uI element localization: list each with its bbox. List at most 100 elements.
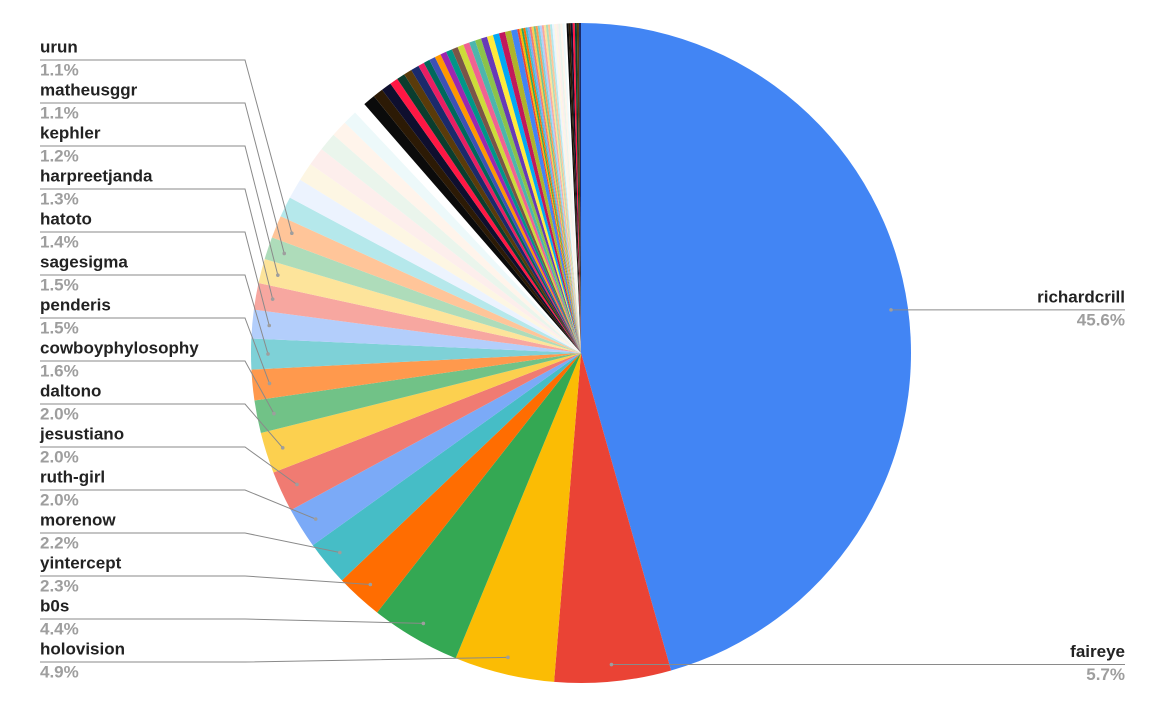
pie-slice — [504, 30, 581, 353]
pie-slice — [556, 23, 581, 353]
slice-percent: 1.5% — [40, 275, 79, 294]
pie-slice — [344, 112, 581, 353]
slice-name: ruth-girl — [40, 467, 105, 486]
pie-slice — [576, 23, 581, 354]
pie-slice — [492, 33, 581, 354]
leader-line — [40, 656, 508, 663]
pie-slice — [570, 23, 581, 353]
leader-dot — [280, 446, 285, 450]
leader-dot — [267, 381, 272, 386]
leader-line — [40, 231, 270, 326]
pie-slice — [377, 353, 581, 659]
slice-name: yintercept — [40, 553, 122, 572]
leader-dot — [368, 582, 373, 587]
leader-line — [40, 145, 279, 276]
pie-slice — [273, 353, 581, 511]
leader-line — [40, 188, 274, 300]
slice-name: richardcrill — [1037, 287, 1125, 306]
slice-percent: 1.4% — [40, 232, 79, 251]
pie-slice — [355, 104, 581, 353]
slice-percent: 1.6% — [40, 361, 79, 380]
slice-name: sagesigma — [40, 252, 128, 271]
leader-dot — [267, 323, 272, 328]
pie-slice — [251, 309, 581, 353]
pie-slice — [529, 26, 581, 353]
pie-slice — [511, 29, 581, 353]
slice-name: urun — [40, 37, 78, 56]
leader-dot — [270, 297, 275, 301]
pie-slice — [554, 23, 581, 354]
pie-slice — [523, 27, 581, 354]
pie-slice — [382, 83, 581, 354]
leader-line — [40, 59, 293, 234]
pie-slice — [549, 24, 581, 353]
slice-percent: 2.2% — [40, 533, 79, 552]
pie-slice — [280, 197, 581, 353]
leader-dot — [506, 655, 510, 660]
pie-slice — [434, 54, 581, 353]
pie-slice — [457, 44, 581, 353]
leader-dot — [421, 621, 426, 626]
pie-slice — [254, 353, 581, 434]
leader-dot — [295, 482, 299, 487]
pie-slice — [390, 78, 581, 353]
pie-slice — [411, 65, 581, 354]
leader-line — [40, 274, 269, 355]
pie-slice — [341, 353, 581, 613]
pie-slice — [260, 353, 581, 473]
pie-slice — [258, 258, 581, 353]
leader-dot — [313, 517, 318, 521]
leader-line — [40, 489, 316, 520]
slice-name: cowboyphylosophy — [40, 338, 199, 357]
pie-slice — [289, 179, 581, 353]
pie-slice — [264, 237, 581, 353]
slice-name: hatoto — [40, 209, 92, 228]
slice-name: jesustiano — [39, 424, 124, 443]
pie-slice — [566, 23, 581, 354]
pie-slice — [423, 59, 581, 353]
pie-slice — [574, 23, 581, 353]
leader-line — [40, 575, 371, 586]
leader-line — [40, 317, 270, 384]
slice-percent: 1.1% — [40, 60, 79, 79]
pie-slice — [397, 74, 581, 353]
slice-percent: 4.9% — [40, 662, 79, 681]
pie-slice — [552, 24, 581, 353]
leader-line — [40, 618, 424, 624]
pie-slice — [480, 36, 581, 354]
pie-slice — [446, 49, 581, 354]
pie-slice — [547, 24, 581, 354]
pie-slice — [562, 23, 581, 353]
pie-slice — [486, 34, 581, 353]
pie-slice — [581, 23, 911, 671]
slice-percent: 2.0% — [40, 404, 79, 423]
pie-slice — [537, 25, 581, 354]
pie-slice — [527, 27, 581, 354]
pie-slice — [469, 40, 581, 354]
pie-slice — [517, 28, 581, 353]
pie-slice — [373, 89, 581, 353]
pie-slice — [578, 23, 581, 353]
pie-slice — [463, 42, 581, 354]
pie-slice — [558, 23, 581, 353]
leader-line — [40, 446, 298, 485]
slice-name: harpreetjanda — [40, 166, 153, 185]
pie-slice — [418, 62, 581, 353]
leader-dot — [276, 273, 280, 277]
pie-slice — [543, 24, 581, 354]
slice-percent: 2.0% — [40, 447, 79, 466]
slice-percent: 1.1% — [40, 103, 79, 122]
pie-slice — [533, 26, 581, 353]
pie-slice — [312, 353, 581, 581]
leader-line — [40, 360, 275, 414]
slice-name: b0s — [40, 596, 69, 615]
pie-slice — [521, 28, 581, 353]
pie-slice — [440, 51, 581, 354]
pie-slice — [564, 23, 581, 354]
leader-dot — [282, 251, 287, 256]
pie-slice — [451, 46, 581, 353]
slice-percent: 45.6% — [1077, 310, 1125, 329]
pie-slice — [545, 24, 581, 353]
leader-line — [40, 102, 285, 254]
